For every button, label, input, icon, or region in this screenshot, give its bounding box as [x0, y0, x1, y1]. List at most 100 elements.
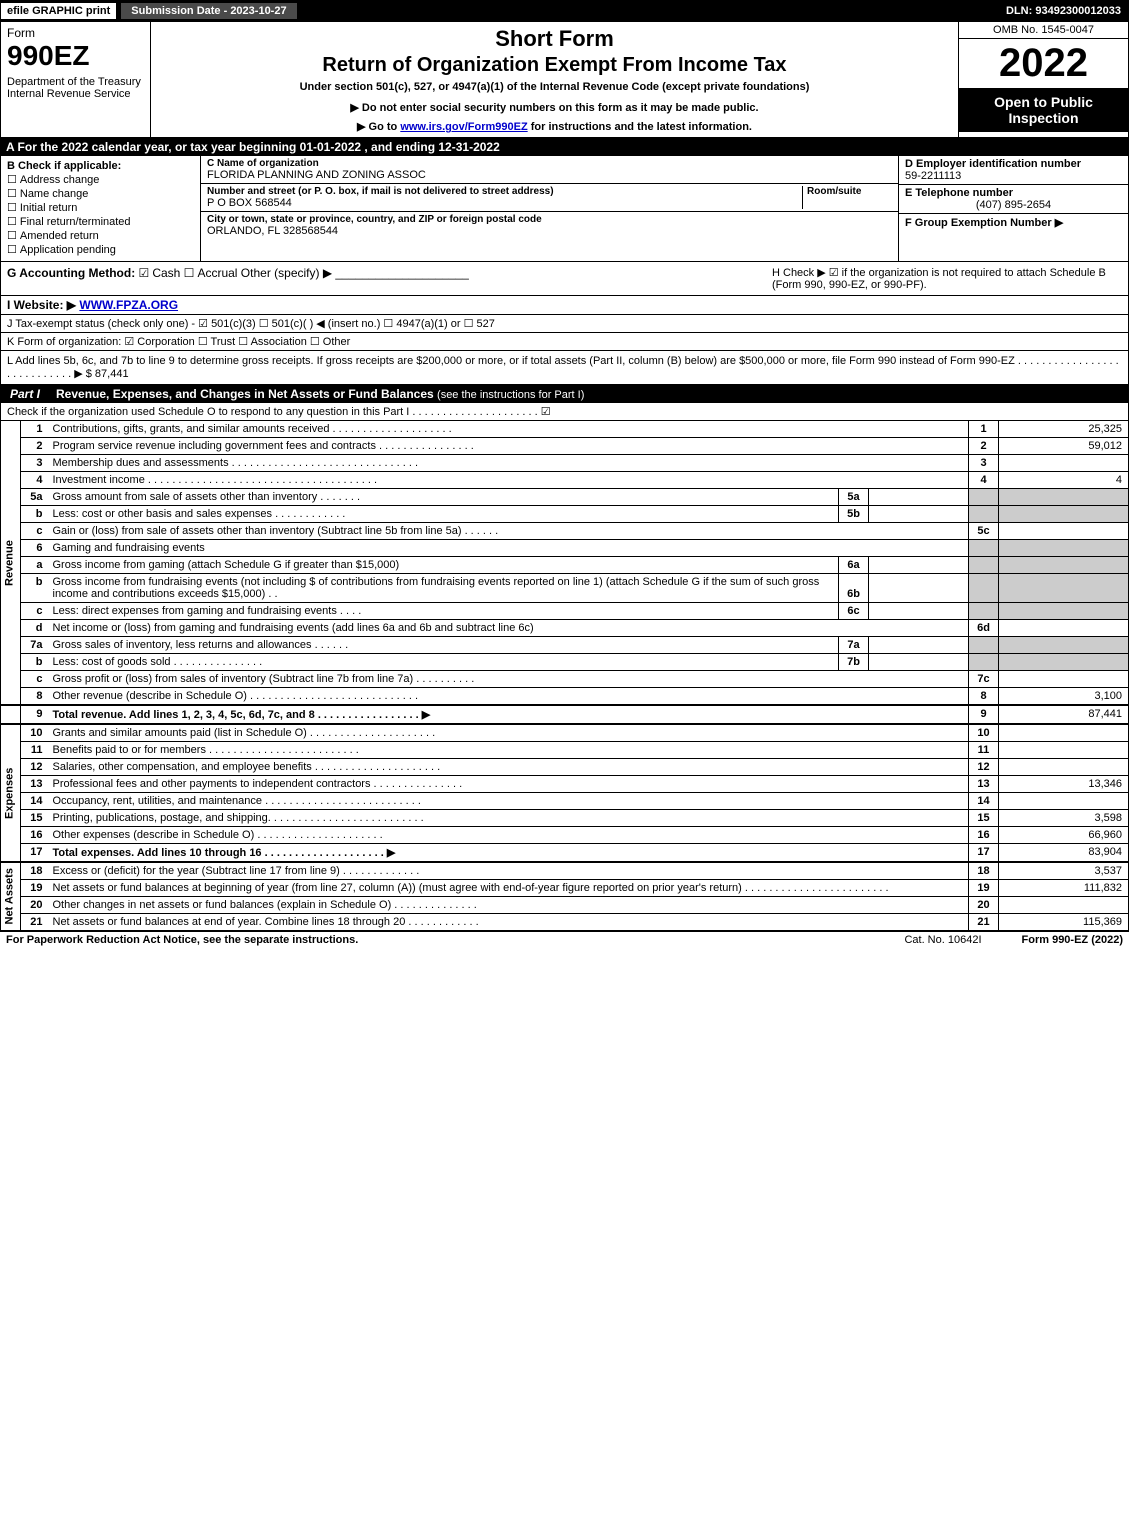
goto-post: for instructions and the latest informat…	[528, 121, 752, 133]
line-12: 12 Salaries, other compensation, and emp…	[1, 759, 1129, 776]
part-1-header: Part I Revenue, Expenses, and Changes in…	[0, 385, 1129, 403]
line-21: 21 Net assets or fund balances at end of…	[1, 914, 1129, 931]
footer: For Paperwork Reduction Act Notice, see …	[0, 931, 1129, 948]
city-label: City or town, state or province, country…	[207, 214, 892, 225]
header-right: OMB No. 1545-0047 2022 Open to Public In…	[958, 22, 1128, 137]
line-5a: 5a Gross amount from sale of assets othe…	[1, 489, 1129, 506]
line-3: 3 Membership dues and assessments . . . …	[1, 455, 1129, 472]
part-1-check-note: Check if the organization used Schedule …	[0, 403, 1129, 421]
section-def: D Employer identification number 59-2211…	[898, 156, 1128, 261]
check-address-change[interactable]: Address change	[7, 173, 194, 186]
line-1: Revenue 1 Contributions, gifts, grants, …	[1, 421, 1129, 438]
part-1-table: Revenue 1 Contributions, gifts, grants, …	[0, 421, 1129, 931]
line-6: 6 Gaming and fundraising events	[1, 540, 1129, 557]
efile-print[interactable]: efile GRAPHIC print	[0, 2, 117, 20]
website-label: I Website: ▶	[7, 298, 76, 312]
line-desc: Contributions, gifts, grants, and simila…	[49, 421, 969, 438]
line-2: 2 Program service revenue including gove…	[1, 438, 1129, 455]
room-label: Room/suite	[807, 186, 892, 197]
section-b: B Check if applicable: Address change Na…	[1, 156, 201, 261]
line-9: 9 Total revenue. Add lines 1, 2, 3, 4, 5…	[1, 705, 1129, 724]
org-name: FLORIDA PLANNING AND ZONING ASSOC	[207, 169, 892, 181]
side-expenses: Expenses	[1, 724, 21, 862]
ein: 59-2211113	[905, 170, 1122, 182]
form-number: 990EZ	[7, 40, 144, 72]
department: Department of the Treasury Internal Reve…	[7, 76, 144, 100]
group-exemption-block: F Group Exemption Number ▶	[899, 214, 1128, 231]
row-j: J Tax-exempt status (check only one) - ☑…	[0, 315, 1129, 333]
line-6a: a Gross income from gaming (attach Sched…	[1, 557, 1129, 574]
form-label: Form	[7, 26, 144, 40]
footer-cat: Cat. No. 10642I	[904, 934, 981, 946]
header-left: Form 990EZ Department of the Treasury In…	[1, 22, 151, 137]
short-form-title: Short Form	[155, 26, 954, 52]
check-name-change[interactable]: Name change	[7, 187, 194, 200]
line-4: 4 Investment income . . . . . . . . . . …	[1, 472, 1129, 489]
part-1-title: Revenue, Expenses, and Changes in Net As…	[50, 385, 590, 403]
accounting-other[interactable]: Other (specify) ▶	[241, 266, 332, 280]
line-14: 14 Occupancy, rent, utilities, and maint…	[1, 793, 1129, 810]
line-7c: c Gross profit or (loss) from sales of i…	[1, 671, 1129, 688]
submission-date: Submission Date - 2023-10-27	[121, 3, 296, 19]
city: ORLANDO, FL 328568544	[207, 225, 892, 237]
side-revenue: Revenue	[1, 421, 21, 705]
line-5b: b Less: cost or other basis and sales ex…	[1, 506, 1129, 523]
line-20: 20 Other changes in net assets or fund b…	[1, 897, 1129, 914]
row-g-h: G Accounting Method: Cash Accrual Other …	[0, 262, 1129, 296]
website-link[interactable]: WWW.FPZA.ORG	[79, 298, 178, 312]
line-6c: c Less: direct expenses from gaming and …	[1, 603, 1129, 620]
city-block: City or town, state or province, country…	[201, 212, 898, 239]
side-net-assets: Net Assets	[1, 862, 21, 931]
line-16: 16 Other expenses (describe in Schedule …	[1, 827, 1129, 844]
accounting-accrual[interactable]: Accrual	[184, 266, 238, 280]
check-initial-return[interactable]: Initial return	[7, 201, 194, 214]
footer-form: Form 990-EZ (2022)	[1022, 934, 1123, 946]
accounting-cash[interactable]: Cash	[139, 266, 181, 280]
topbar: efile GRAPHIC print Submission Date - 20…	[0, 0, 1129, 22]
dln: DLN: 93492300012033	[998, 3, 1129, 19]
line-10: Expenses 10 Grants and similar amounts p…	[1, 724, 1129, 742]
irs-link[interactable]: www.irs.gov/Form990EZ	[400, 121, 527, 133]
line-5c: c Gain or (loss) from sale of assets oth…	[1, 523, 1129, 540]
address-label: Number and street (or P. O. box, if mail…	[207, 186, 802, 197]
line-6b: b Gross income from fundraising events (…	[1, 574, 1129, 603]
telephone: (407) 895-2654	[905, 199, 1122, 211]
group-exemption-label: F Group Exemption Number ▶	[905, 217, 1063, 229]
tel-block: E Telephone number (407) 895-2654	[899, 185, 1128, 214]
org-name-block: C Name of organization FLORIDA PLANNING …	[201, 156, 898, 184]
omb-number: OMB No. 1545-0047	[959, 22, 1128, 39]
ssn-note: ▶ Do not enter social security numbers o…	[155, 101, 954, 114]
section-c: C Name of organization FLORIDA PLANNING …	[201, 156, 898, 261]
line-num: 1	[21, 421, 49, 438]
section-h: H Check ▶ ☑ if the organization is not r…	[772, 266, 1122, 291]
address: P O BOX 568544	[207, 197, 802, 209]
line-6d: d Net income or (loss) from gaming and f…	[1, 620, 1129, 637]
line-box-val: 25,325	[999, 421, 1129, 438]
header-center: Short Form Return of Organization Exempt…	[151, 22, 958, 137]
line-19: 19 Net assets or fund balances at beginn…	[1, 880, 1129, 897]
goto-pre: ▶ Go to	[357, 121, 400, 133]
line-7a: 7a Gross sales of inventory, less return…	[1, 637, 1129, 654]
line-15: 15 Printing, publications, postage, and …	[1, 810, 1129, 827]
line-box-num: 1	[969, 421, 999, 438]
line-7b: b Less: cost of goods sold . . . . . . .…	[1, 654, 1129, 671]
section-b-title: B Check if applicable:	[7, 160, 194, 172]
part-1-label: Part I	[0, 385, 50, 403]
row-l: L Add lines 5b, 6c, and 7b to line 9 to …	[0, 351, 1129, 385]
tax-year: 2022	[959, 39, 1128, 88]
row-k: K Form of organization: ☑ Corporation ☐ …	[0, 333, 1129, 351]
under-section: Under section 501(c), 527, or 4947(a)(1)…	[155, 81, 954, 93]
row-i: I Website: ▶ WWW.FPZA.ORG	[0, 296, 1129, 315]
check-application-pending[interactable]: Application pending	[7, 243, 194, 256]
line-18: Net Assets 18 Excess or (deficit) for th…	[1, 862, 1129, 880]
line-11: 11 Benefits paid to or for members . . .…	[1, 742, 1129, 759]
return-title: Return of Organization Exempt From Incom…	[155, 54, 954, 77]
tel-label: E Telephone number	[905, 187, 1122, 199]
ein-block: D Employer identification number 59-2211…	[899, 156, 1128, 185]
open-inspection: Open to Public Inspection	[959, 88, 1128, 132]
org-name-label: C Name of organization	[207, 158, 892, 169]
form-header: Form 990EZ Department of the Treasury In…	[0, 22, 1129, 138]
line-8: 8 Other revenue (describe in Schedule O)…	[1, 688, 1129, 706]
check-final-return[interactable]: Final return/terminated	[7, 215, 194, 228]
check-amended-return[interactable]: Amended return	[7, 229, 194, 242]
